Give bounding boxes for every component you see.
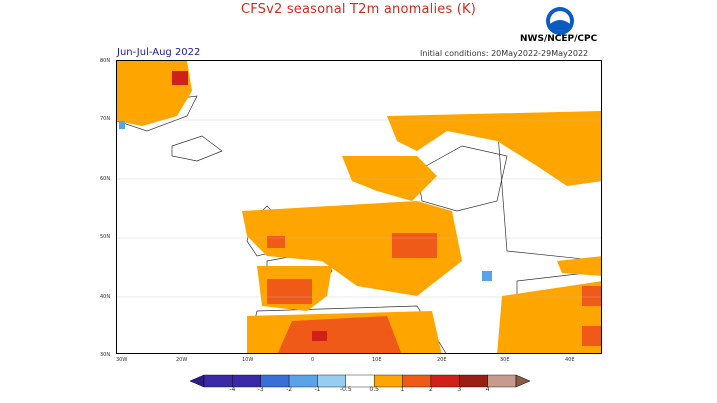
noaa-logo-icon [545,6,575,36]
season-label: Jun-Jul-Aug 2022 [117,47,201,58]
agency-label: NWS/NCEP/CPC [520,34,598,44]
colorbar-tick-label: -0.5 [339,386,352,393]
graticule [117,119,601,298]
lon-label: 10W [242,357,254,363]
map-canvas [117,61,601,353]
chart-title: CFSv2 seasonal T2m anomalies (K) [240,2,477,17]
lon-label: 40E [565,357,575,363]
colorbar-low-arrow [189,374,205,388]
anomaly-fields [117,61,601,353]
lon-label: 20W [176,357,188,363]
colorbar [189,373,531,388]
lon-label: 30W [116,357,128,363]
lon-label: 20E [437,357,447,363]
lon-label: 30E [500,357,510,363]
colorbar-tick-label: -3 [257,386,264,393]
anomaly-map [116,60,602,354]
initial-conditions-label: Initial conditions: 20May2022-29May2022 [420,49,589,58]
lat-label: 80N [100,58,111,64]
colorbar-high-arrow [515,374,531,388]
lat-label: 70N [100,116,111,122]
colorbar-tick-label: 3 [457,386,462,393]
colorbar-tick-label: 1 [400,386,405,393]
lon-label: 10E [372,357,382,363]
colorbar-tick-label: 0.5 [369,386,379,393]
lat-label: 60N [100,176,111,182]
colorbar-tick-label: -1 [314,386,321,393]
lat-label: 40N [100,294,111,300]
colorbar-tick-label: -4 [229,386,236,393]
colorbar-tick-label: 4 [485,386,490,393]
colorbar-tick-label: -2 [286,386,293,393]
lat-label: 50N [100,234,111,240]
colorbar-tick-label: 2 [428,386,433,393]
lon-label: 0 [311,357,315,363]
lat-label: 30N [100,352,111,358]
